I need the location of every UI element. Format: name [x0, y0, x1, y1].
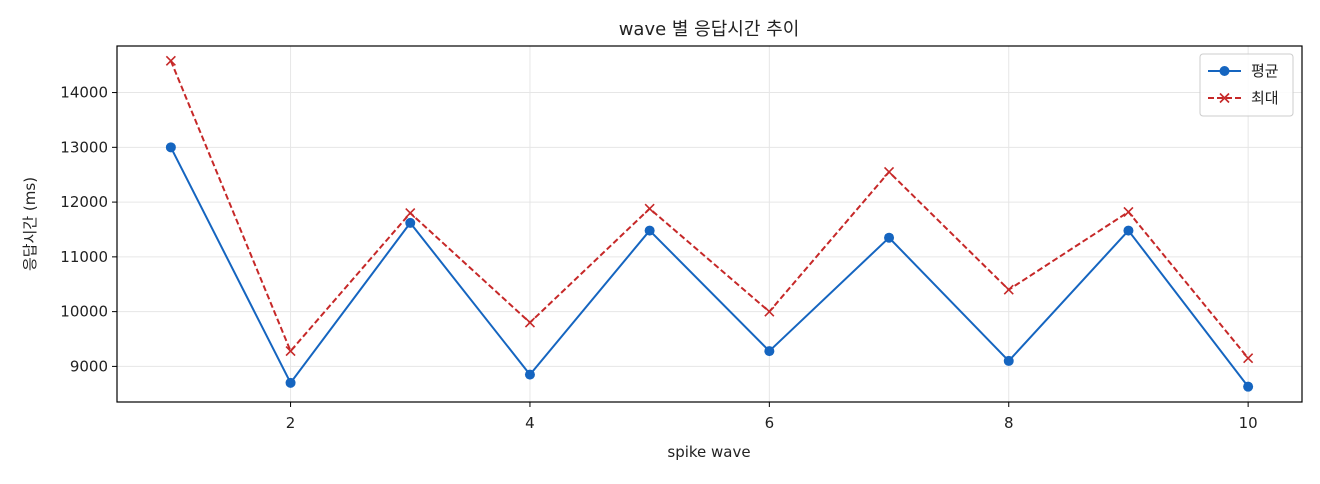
data-point [644, 225, 655, 236]
plot-frame [116, 45, 1303, 403]
data-point [405, 207, 416, 219]
data-point [1243, 353, 1254, 364]
series-layer [165, 55, 1254, 392]
data-point [1003, 355, 1014, 366]
data-point [1123, 206, 1134, 218]
data-point [524, 369, 535, 380]
y-tick-label: 10000 [60, 303, 108, 321]
x-tick-label: 6 [765, 414, 775, 432]
y-tick-label: 14000 [60, 84, 108, 102]
y-tick-label: 9000 [70, 357, 108, 375]
legend-marker-avg [1219, 66, 1230, 76]
series-line-1 [169, 60, 1249, 359]
y-tick-label: 13000 [60, 138, 108, 156]
y-tick-label: 12000 [60, 193, 108, 211]
chart-title: wave 별 응답시간 추이 [619, 19, 800, 40]
data-point [883, 166, 895, 178]
data-point [884, 232, 895, 243]
data-point [405, 217, 416, 228]
data-point [1003, 284, 1014, 295]
y-axis-label: 응답시간 (ms) [21, 177, 39, 271]
x-axis-label: spike wave [667, 443, 750, 461]
y-tick-label: 11000 [60, 248, 108, 266]
legend: 평균 최대 [1199, 53, 1294, 117]
grid [117, 46, 1302, 402]
legend-marker-max [1219, 92, 1230, 104]
data-point [644, 203, 655, 214]
x-tick-label: 4 [525, 414, 535, 432]
legend-label-max: 최대 [1251, 89, 1279, 107]
data-point [764, 306, 775, 317]
data-point [524, 317, 536, 328]
data-point [764, 346, 775, 357]
data-point [165, 142, 176, 153]
data-point [1123, 225, 1134, 236]
x-tick-label: 2 [286, 414, 296, 432]
series-line-0 [169, 146, 1249, 388]
data-point [1243, 381, 1254, 392]
tick-layer: 2 4 6 8 10 9000 10000 11000 12000 13000 14000 [60, 84, 1257, 432]
legend-label-avg: 평균 [1251, 62, 1279, 80]
x-tick-label: 10 [1239, 414, 1258, 432]
data-point [285, 345, 296, 357]
x-tick-label: 8 [1004, 414, 1014, 432]
data-point [285, 377, 296, 388]
legend-box [1199, 53, 1294, 117]
data-point [165, 55, 176, 66]
